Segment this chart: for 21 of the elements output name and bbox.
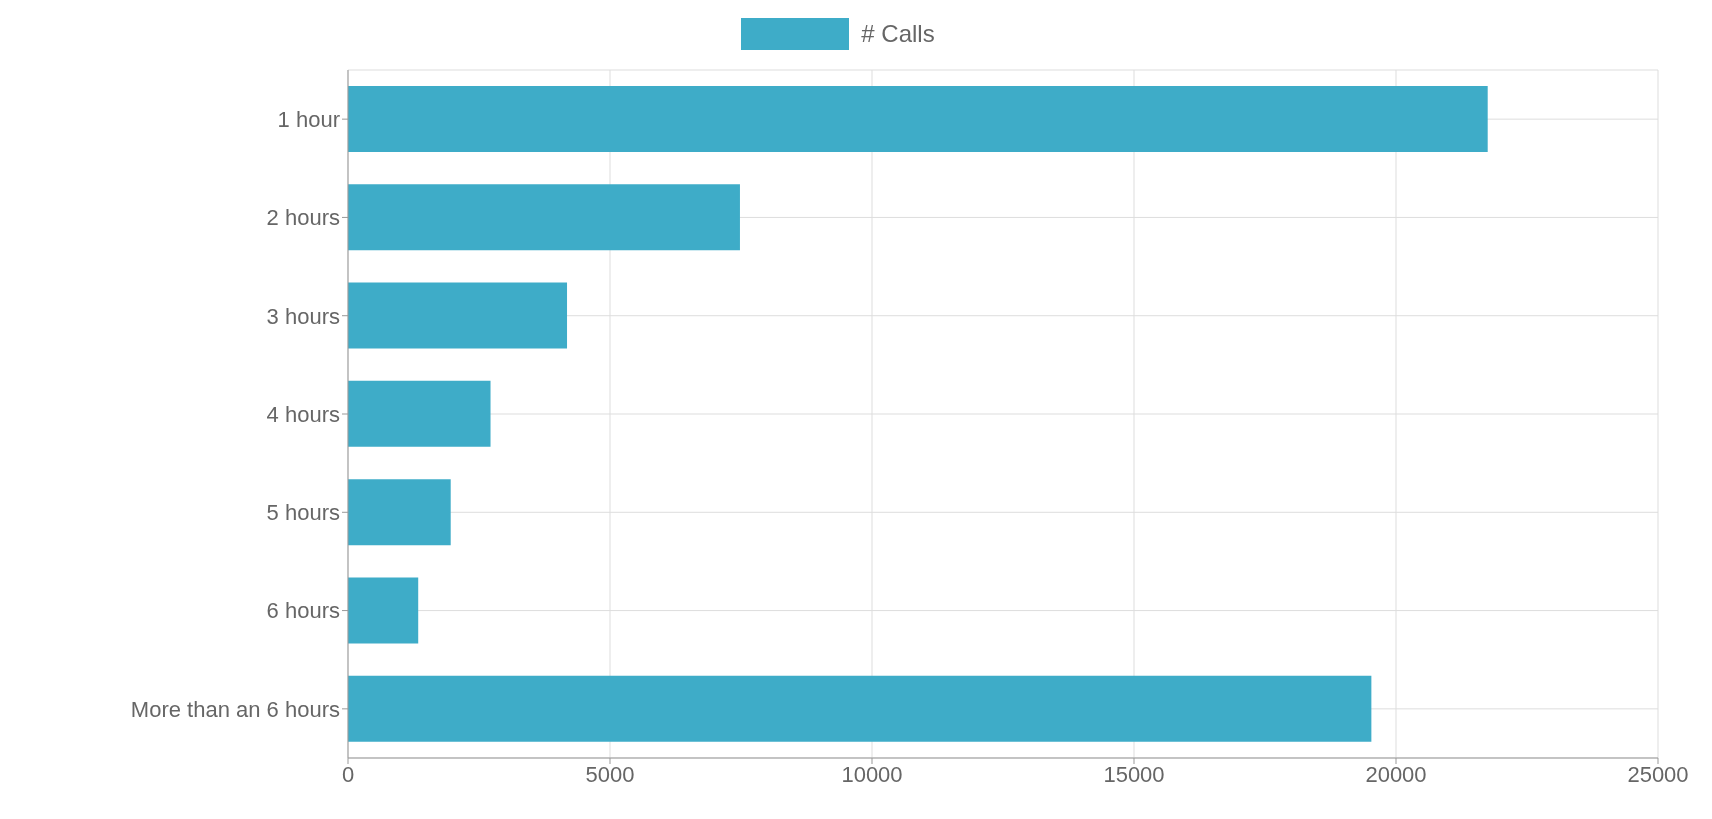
y-tick-label: 2 hours [266, 205, 340, 231]
x-tick-label: 5000 [585, 761, 635, 787]
y-tick-label: 6 hours [266, 598, 340, 624]
bar [348, 380, 491, 447]
bar [348, 86, 1488, 152]
y-tick-label: More than an 6 hours [130, 696, 340, 722]
bar [348, 577, 419, 644]
bar [348, 184, 740, 251]
bar [348, 675, 1372, 742]
legend-label: # Calls [861, 20, 935, 48]
y-tick-label: 1 hour [277, 106, 340, 132]
bar [348, 282, 568, 349]
y-tick-label: 5 hours [266, 500, 340, 526]
x-tick-label: 25000 [1627, 761, 1689, 787]
y-tick-label: 3 hours [266, 303, 340, 329]
bar [348, 479, 451, 546]
x-tick-label: 20000 [1365, 761, 1427, 787]
y-tick-label: 4 hours [266, 401, 340, 427]
x-tick-label: 0 [341, 761, 355, 787]
x-tick-label: 15000 [1103, 761, 1165, 787]
x-tick-label: 10000 [841, 761, 903, 787]
